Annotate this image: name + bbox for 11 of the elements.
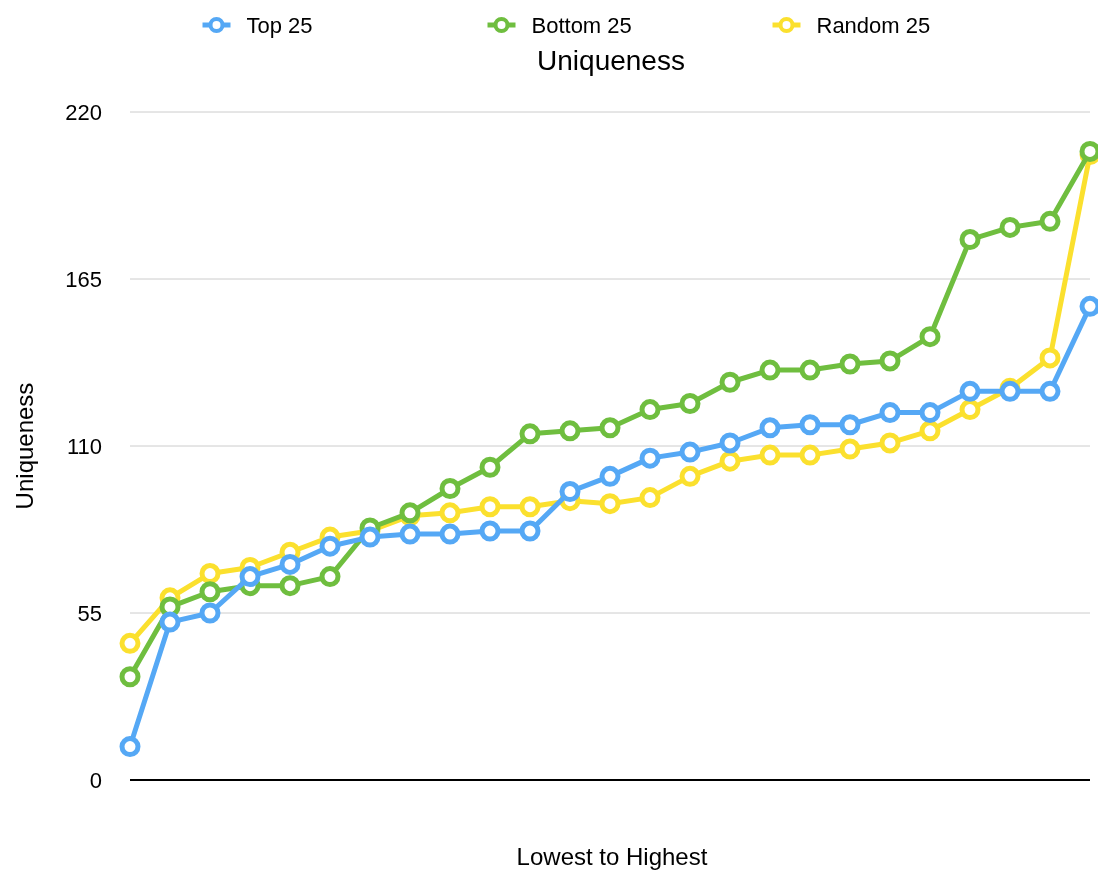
x-axis-title: Lowest to Highest bbox=[516, 843, 708, 870]
y-tick-label: 0 bbox=[89, 767, 102, 793]
y-tick-label: 220 bbox=[65, 99, 102, 125]
legend-label: Top 25 bbox=[246, 12, 313, 38]
y-tick-label: 55 bbox=[77, 600, 102, 626]
legend-label: Random 25 bbox=[816, 12, 931, 38]
y-tick-label: 110 bbox=[66, 433, 102, 459]
y-axis-title: Uniqueness bbox=[11, 382, 38, 510]
y-tick-label: 165 bbox=[65, 266, 102, 292]
chart-title: Uniqueness bbox=[537, 45, 685, 76]
legend-label: Bottom 25 bbox=[531, 12, 632, 38]
